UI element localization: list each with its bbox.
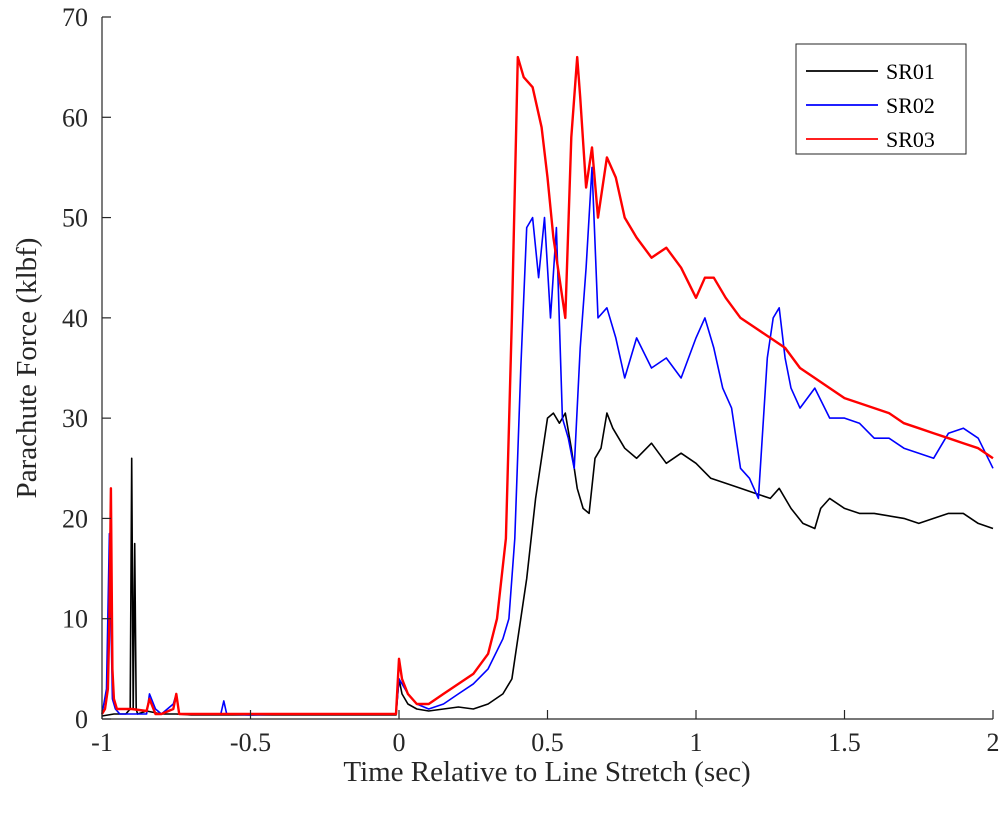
legend-label-sr02: SR02 <box>886 93 935 118</box>
y-tick-label: 20 <box>62 504 88 533</box>
legend-box <box>796 44 966 154</box>
x-axis-label: Time Relative to Line Stretch (sec) <box>343 756 750 788</box>
x-tick-label: -0.5 <box>230 728 271 757</box>
y-tick-label: 0 <box>75 705 88 734</box>
series-line-sr01 <box>102 413 993 716</box>
series-line-sr02 <box>102 167 993 715</box>
y-axis-label: Parachute Force (klbf) <box>11 238 43 499</box>
y-tick-label: 50 <box>62 204 88 233</box>
x-tick-label: 1 <box>690 728 703 757</box>
x-tick-label: 0.5 <box>531 728 564 757</box>
legend-label-sr03: SR03 <box>886 127 935 152</box>
legend-label-sr01: SR01 <box>886 59 935 84</box>
x-tick-label: 0 <box>393 728 406 757</box>
y-tick-label: 10 <box>62 605 88 634</box>
x-tick-label: 1.5 <box>828 728 861 757</box>
plot-area <box>102 57 993 716</box>
series-line-sr03 <box>102 57 993 714</box>
y-tick-label: 40 <box>62 304 88 333</box>
y-tick-label: 30 <box>62 404 88 433</box>
y-tick-label: 70 <box>62 3 88 32</box>
y-tick-label: 60 <box>62 103 88 132</box>
legend: SR01 SR02 SR03 <box>796 44 966 154</box>
x-tick-label: -1 <box>91 728 113 757</box>
x-tick-label: 2 <box>987 728 1000 757</box>
